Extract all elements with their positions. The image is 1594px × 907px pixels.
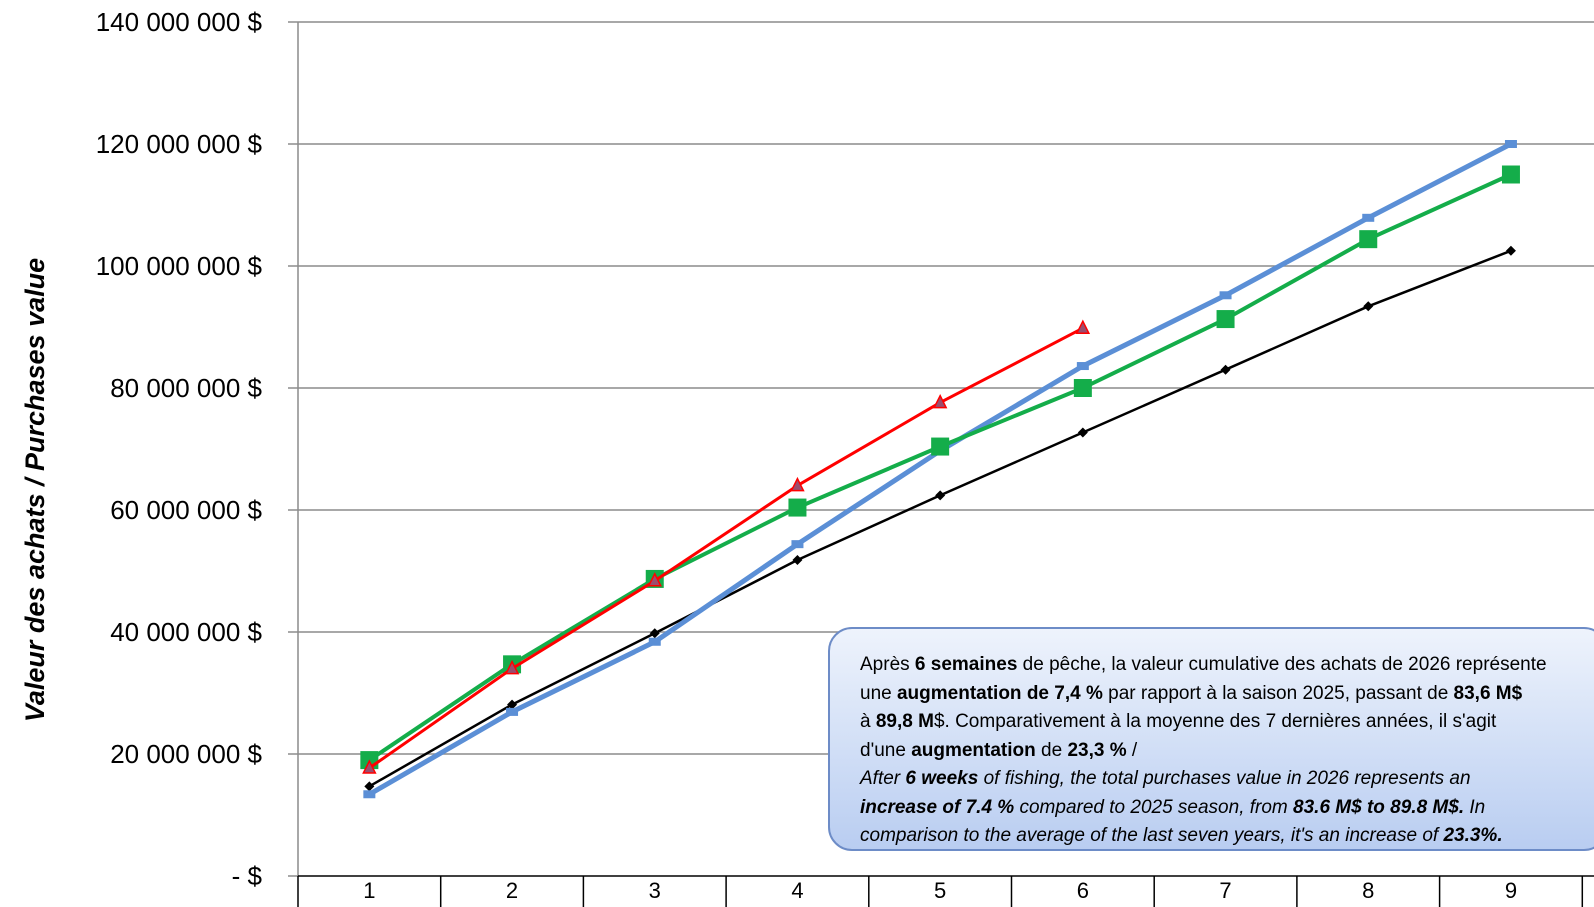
data-point xyxy=(1359,230,1378,249)
data-point xyxy=(788,498,807,517)
data-series xyxy=(360,140,1520,799)
data-point xyxy=(935,490,946,501)
note-en-line-2: increase of 7.4 % compared to 2025 seaso… xyxy=(860,796,1486,818)
data-point xyxy=(1216,310,1235,329)
note-en-line-1: After 6 weeks of fishing, the total purc… xyxy=(860,768,1471,789)
data-point xyxy=(362,759,377,774)
data-point xyxy=(1362,213,1375,222)
series-1 xyxy=(364,245,1516,792)
data-point xyxy=(791,540,804,549)
note-fr-line-2: une augmentation de 7,4 % par rapport à … xyxy=(860,682,1523,704)
data-point xyxy=(790,476,805,492)
data-point xyxy=(1501,165,1520,184)
data-point xyxy=(1076,362,1089,371)
note-fr-line-3: à 89,8 M$. Comparativement à la moyenne … xyxy=(860,711,1497,732)
x-tick-label: 9 xyxy=(1505,878,1517,903)
note-en-line-3: comparison to the average of the last se… xyxy=(860,825,1503,846)
data-point xyxy=(792,555,803,566)
x-tick-label: 2 xyxy=(506,878,518,903)
y-tick-label: 80 000 000 $ xyxy=(110,373,262,403)
y-tick-label: 20 000 000 $ xyxy=(110,739,262,769)
x-tick-label: 6 xyxy=(1077,878,1089,903)
data-point xyxy=(1077,427,1088,438)
x-tick-label: 4 xyxy=(791,878,803,903)
data-point xyxy=(1073,379,1092,397)
y-axis-tick-labels: - $ 20 000 000 $ 40 000 000 $ 60 000 000 $ 8… xyxy=(96,7,263,891)
data-point xyxy=(364,781,375,792)
y-axis-label: Valeur des achats / Purchases value xyxy=(20,258,50,722)
y-tick-label: - $ xyxy=(232,861,263,891)
data-point xyxy=(1220,364,1231,375)
series-4 xyxy=(362,319,1091,774)
data-point xyxy=(1505,245,1516,256)
series-line xyxy=(368,326,1084,770)
y-tick-label: 40 000 000 $ xyxy=(110,617,262,647)
data-point xyxy=(1504,140,1517,148)
data-point xyxy=(363,790,376,799)
data-point xyxy=(649,628,660,639)
x-tick-label: 5 xyxy=(934,878,946,903)
gridlines xyxy=(298,21,1594,755)
y-tick-label: 140 000 000 $ xyxy=(96,7,263,37)
note-fr-line-4: d'une augmentation de 23,3 % / xyxy=(860,739,1138,761)
x-tick-label: 8 xyxy=(1362,878,1374,903)
data-point xyxy=(1363,301,1374,312)
data-point xyxy=(648,637,661,646)
data-point xyxy=(647,572,662,587)
data-point xyxy=(931,437,950,456)
data-point xyxy=(504,659,520,675)
y-tick-label: 60 000 000 $ xyxy=(110,495,262,525)
x-tick-label: 1 xyxy=(363,878,375,903)
data-point xyxy=(507,699,518,710)
note-fr-line-1: Après 6 semaines de pêche, la valeur cum… xyxy=(860,654,1547,675)
data-point xyxy=(1219,291,1232,300)
y-tick-label: 120 000 000 $ xyxy=(96,129,263,159)
data-point xyxy=(932,393,948,409)
axes xyxy=(288,21,1594,907)
annotation-box: Après 6 semaines de pêche, la valeur cum… xyxy=(828,627,1594,851)
x-tick-label: 3 xyxy=(649,878,661,903)
x-tick-label: 7 xyxy=(1219,878,1231,903)
x-axis-tick-labels: 1 2 3 4 5 6 7 8 9 xyxy=(363,878,1517,903)
data-point xyxy=(1075,319,1091,334)
y-tick-label: 100 000 000 $ xyxy=(96,251,263,281)
data-point xyxy=(506,707,519,716)
